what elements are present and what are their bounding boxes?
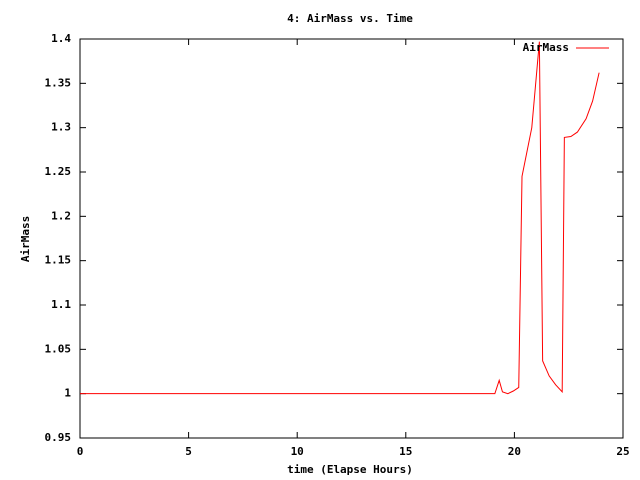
x-axis-label: time (Elapse Hours) (287, 463, 413, 476)
plot-frame (79, 38, 624, 439)
x-tick-label: 15 (399, 445, 412, 458)
legend-label: AirMass (523, 41, 569, 54)
y-tick-label: 0.95 (45, 431, 72, 444)
y-tick-label: 1 (64, 387, 71, 400)
x-tick-label: 5 (185, 445, 192, 458)
x-tick-label: 20 (508, 445, 521, 458)
y-tick-label: 1.25 (45, 165, 72, 178)
y-tick-label: 1.15 (45, 254, 72, 267)
y-tick-label: 1.1 (51, 298, 71, 311)
x-tick-label: 0 (77, 445, 84, 458)
x-tick-label: 25 (616, 445, 629, 458)
y-axis-label: AirMass (19, 216, 32, 262)
chart-title: 4: AirMass vs. Time (287, 12, 413, 25)
data-line (80, 41, 600, 395)
y-tick-label: 1.35 (45, 76, 72, 89)
y-tick-label: 1.3 (51, 121, 71, 134)
x-tick-label: 10 (291, 445, 304, 458)
y-tick-label: 1.2 (51, 209, 71, 222)
y-tick-label: 1.4 (51, 32, 71, 45)
y-tick-label: 1.05 (45, 342, 72, 355)
